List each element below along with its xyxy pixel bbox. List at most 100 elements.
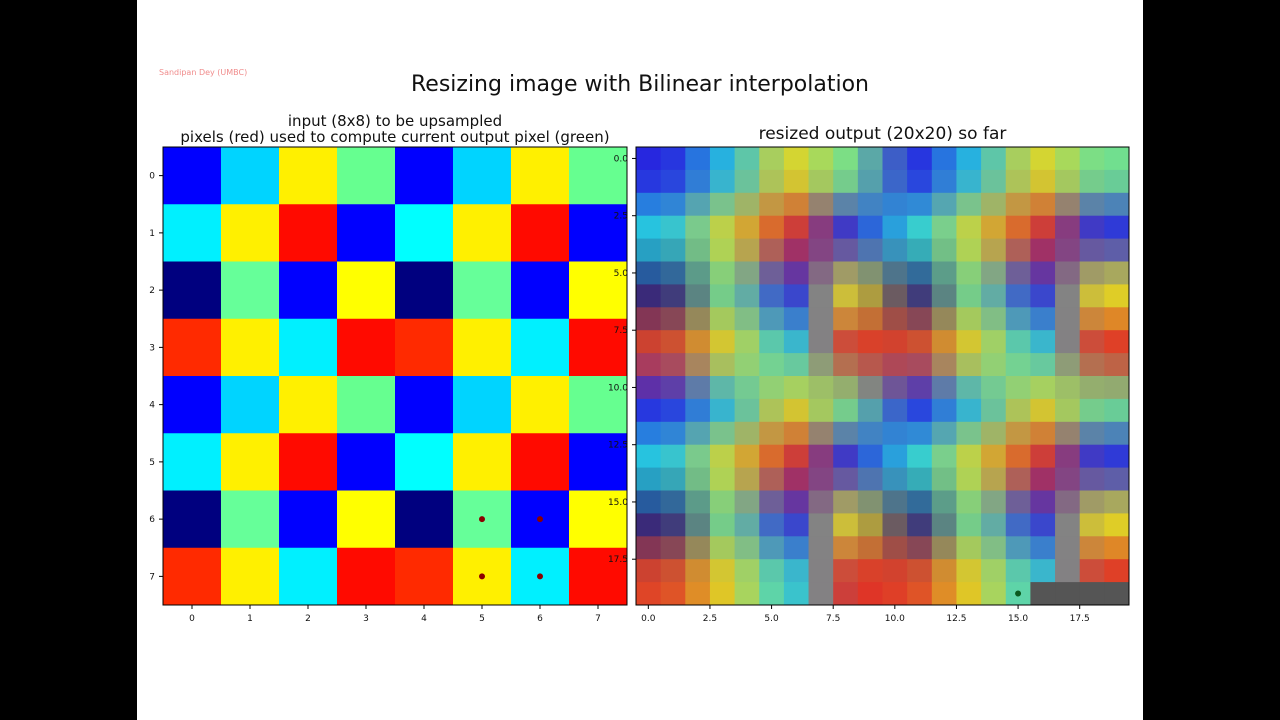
- output-pixel: [1030, 192, 1056, 217]
- output-pixel: [660, 559, 686, 583]
- input-pixel: [221, 147, 280, 205]
- output-pixel: [1055, 147, 1081, 171]
- output-pixel: [907, 353, 933, 377]
- output-pixel: [981, 261, 1007, 285]
- output-pixel: [1055, 398, 1081, 423]
- output-pixel: [759, 307, 785, 331]
- input-pixel: [337, 147, 396, 205]
- output-pixel: [857, 307, 883, 331]
- input-pixel: [569, 376, 628, 434]
- output-pixel: [734, 192, 760, 217]
- output-pixel: [833, 192, 859, 217]
- output-pixel: [709, 353, 736, 377]
- output-pixel: [1005, 215, 1031, 240]
- output-pixel: [808, 284, 834, 308]
- output-pixel: [783, 421, 810, 446]
- output-pixel: [734, 444, 760, 469]
- output-pixel: [833, 398, 859, 423]
- output-pixel: [759, 398, 785, 423]
- output-pixel: [981, 398, 1007, 423]
- output-pixel: [660, 238, 686, 262]
- figure: Sandipan Dey (UMBC) Resizing image with …: [137, 0, 1143, 720]
- output-pixel: [759, 215, 785, 240]
- output-pixel: [783, 353, 810, 377]
- input-pixel: [163, 547, 222, 606]
- output-pixel: [808, 307, 834, 331]
- output-pixel: [857, 467, 883, 491]
- output-pixel: [907, 582, 933, 606]
- output-pixel: [907, 398, 933, 423]
- output-pixel: [636, 467, 662, 491]
- output-pixel: [956, 536, 982, 560]
- output-pixel: [857, 559, 883, 583]
- output-pixel: [956, 559, 982, 583]
- output-pixel: [1030, 398, 1056, 423]
- output-pixel: [956, 192, 982, 217]
- output-pixel: [1055, 307, 1081, 331]
- output-pixel: [907, 467, 933, 491]
- output-pixel: [783, 330, 810, 354]
- output-pixel: [857, 421, 883, 446]
- output-pixel: [734, 261, 760, 285]
- output-pixel: [1030, 490, 1056, 514]
- output-pixel: [857, 261, 883, 285]
- output-pixel: [1104, 238, 1130, 262]
- output-pixel: [660, 353, 686, 377]
- output-pixel: [709, 261, 736, 285]
- output-pixel: [956, 582, 982, 606]
- input-pixel: [511, 318, 570, 377]
- input-pixel: [569, 318, 628, 377]
- output-pixel: [1079, 467, 1105, 491]
- output-pixel: [1055, 215, 1081, 240]
- x-tick-label: 2: [305, 614, 311, 624]
- output-pixel: [1104, 536, 1130, 560]
- input-pixel: [511, 147, 570, 205]
- x-tick-label: 3: [363, 614, 369, 624]
- output-pixel: [857, 513, 883, 537]
- output-pixel: [931, 467, 957, 491]
- output-pixel: [636, 398, 662, 423]
- output-pixel: [907, 376, 933, 400]
- input-pixel: [279, 547, 338, 606]
- output-pixel: [956, 169, 982, 194]
- output-pixel: [808, 398, 834, 423]
- output-pixel: [833, 169, 859, 194]
- output-pixel: [808, 169, 834, 194]
- input-pixel: [395, 490, 454, 549]
- output-pixel: [882, 559, 908, 583]
- output-pixel: [833, 238, 859, 262]
- output-pixel: [931, 215, 957, 240]
- x-tick-label: 0.0: [641, 614, 656, 624]
- output-pixel: [1079, 169, 1105, 194]
- input-axes-frame: [162, 146, 628, 606]
- output-pixel: [1030, 467, 1056, 491]
- output-pixel: [833, 147, 859, 171]
- output-pixel: [1104, 192, 1130, 217]
- input-pixel: [395, 433, 454, 491]
- output-pixel: [709, 467, 736, 491]
- figure-title: Resizing image with Bilinear interpolati…: [410, 72, 869, 97]
- output-pixel: [636, 513, 662, 537]
- output-pixel: [1055, 421, 1081, 446]
- output-pixel: [956, 147, 982, 171]
- output-pixel: [1030, 169, 1056, 194]
- output-pixel: [783, 398, 810, 423]
- output-pixel: [1104, 559, 1130, 583]
- output-pixel: [660, 490, 686, 514]
- output-pixel: [1079, 284, 1105, 308]
- output-pixel: [931, 444, 957, 469]
- output-pixel: [931, 559, 957, 583]
- input-pixel: [569, 433, 628, 491]
- input-pixel: [453, 376, 512, 434]
- output-pixel: [734, 307, 760, 331]
- output-pixel: [808, 215, 834, 240]
- output-pixel: [783, 376, 810, 400]
- output-pixel: [981, 307, 1007, 331]
- output-pixel: [1079, 513, 1105, 537]
- output-pixel: [660, 169, 686, 194]
- x-tick-label: 5.0: [764, 614, 779, 624]
- output-pixel: [1030, 376, 1056, 400]
- output-pixel: [956, 284, 982, 308]
- output-pixel: [1055, 536, 1081, 560]
- output-pixel: [1079, 307, 1105, 331]
